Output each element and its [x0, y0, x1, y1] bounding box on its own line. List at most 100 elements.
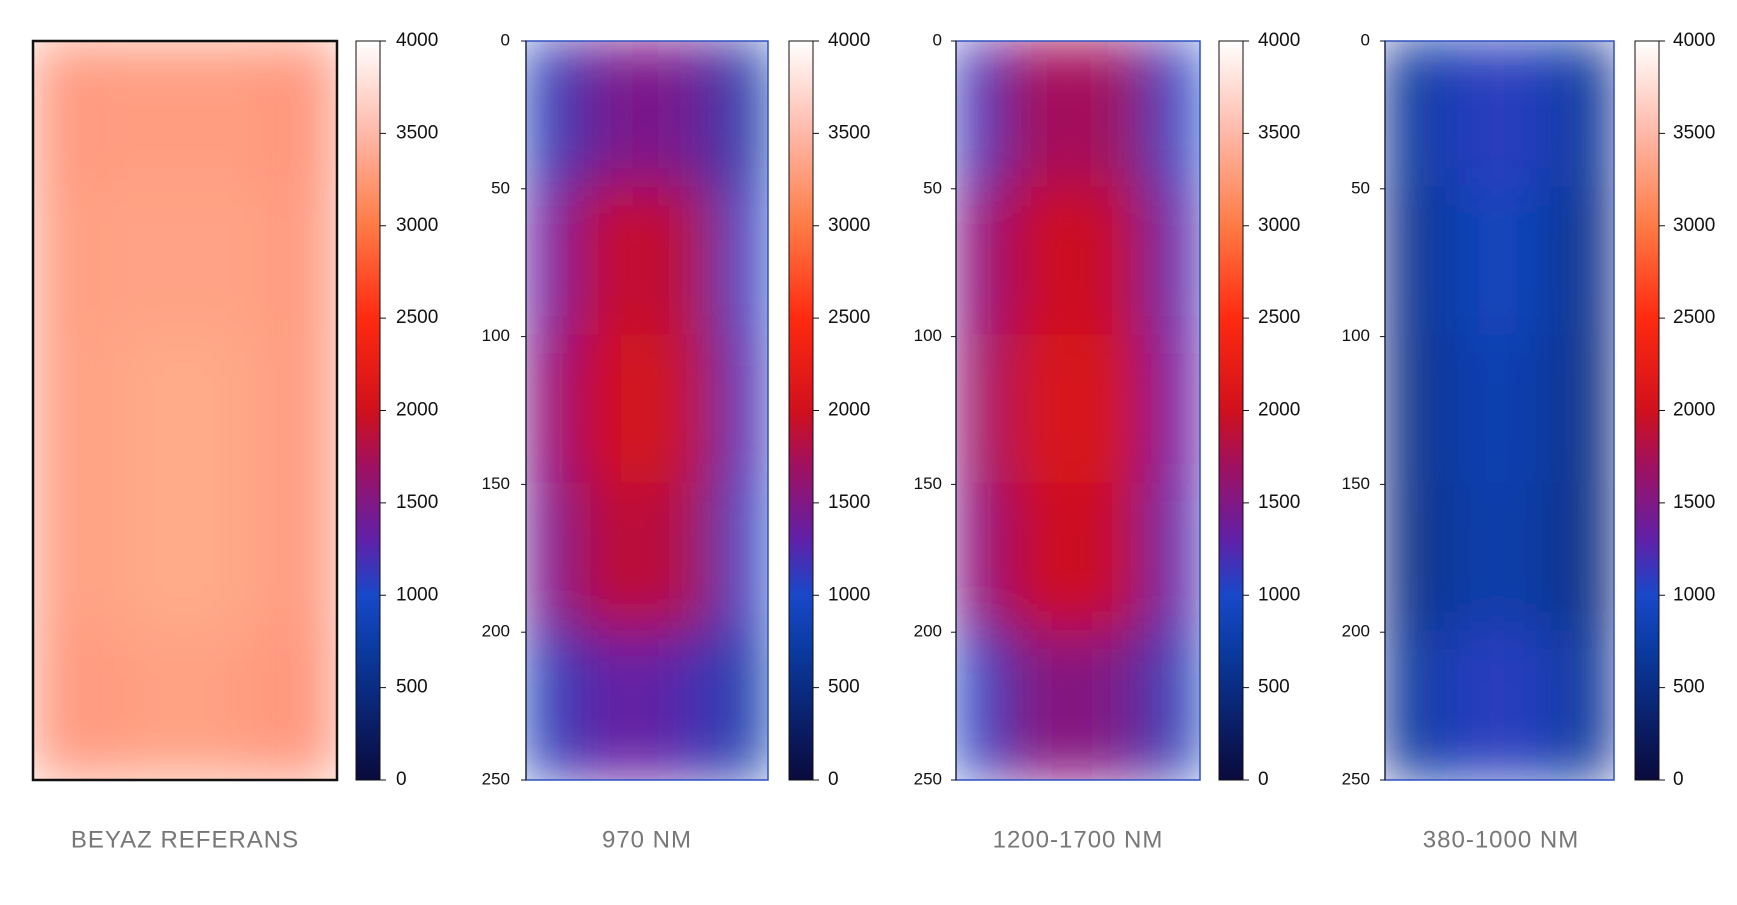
cell: [1566, 630, 1614, 780]
y-tick-label: 0: [1361, 30, 1370, 49]
colorbar-tick-label: 500: [1673, 677, 1705, 698]
y-tick-label: 100: [914, 326, 942, 345]
cell: [1051, 334, 1105, 487]
cell: [213, 630, 279, 780]
y-tick-label: 250: [914, 769, 942, 788]
colorbar-tick-label: 1500: [396, 492, 438, 513]
cell: [956, 334, 1007, 487]
cell: [717, 482, 768, 635]
colorbar-tick-label: 4000: [1258, 30, 1300, 51]
heatmap-cells: [956, 41, 1200, 780]
panel: 0 500 1000 1500 2000 2500 3000 3500 4000 BEYAZ RE…: [31, 30, 438, 853]
cell: [1100, 482, 1154, 635]
cell: [572, 186, 625, 339]
colorbar-tick-label: 500: [396, 677, 428, 698]
cell: [620, 334, 674, 487]
cell: [526, 482, 577, 635]
cell: [1051, 482, 1105, 635]
cell: [717, 334, 768, 487]
cell: [1520, 482, 1571, 635]
cell: [717, 186, 768, 339]
cell: [1474, 41, 1525, 191]
cell: [33, 630, 96, 780]
cell: [669, 630, 722, 780]
cell: [1385, 334, 1433, 487]
cell: [1002, 334, 1056, 487]
cell: [213, 41, 279, 191]
colorbar-tick-label: 1000: [396, 584, 438, 605]
cell: [956, 482, 1007, 635]
colorbar-tick-label: 2500: [1673, 307, 1715, 328]
colorbar-tick-label: 3000: [828, 215, 870, 236]
y-tick-label: 150: [914, 474, 942, 493]
cell: [1566, 482, 1614, 635]
colorbar-tick-label: 2500: [1258, 307, 1300, 328]
cell: [717, 41, 768, 191]
cell: [1520, 186, 1571, 339]
colorbar-tick-label: 500: [828, 677, 860, 698]
colorbar: [1218, 40, 1244, 781]
y-tick-label: 50: [491, 178, 510, 197]
colorbar-tick-label: 0: [828, 769, 839, 790]
cell: [213, 334, 279, 487]
cell: [1385, 186, 1433, 339]
cell: [91, 41, 157, 191]
colorbar-tick-label: 1500: [1673, 492, 1715, 513]
y-tick-label: 100: [482, 326, 510, 345]
y-tick-label: 250: [1342, 769, 1370, 788]
cell: [620, 630, 674, 780]
colorbar-tick-label: 0: [1673, 769, 1684, 790]
cell: [1520, 334, 1571, 487]
cell: [1051, 186, 1105, 339]
colorbar-tick-label: 3000: [1673, 215, 1715, 236]
cell: [1385, 630, 1433, 780]
cell: [1051, 630, 1105, 780]
cell: [526, 41, 577, 191]
cell: [274, 630, 337, 780]
colorbar-tick-label: 4000: [1673, 30, 1715, 51]
cell: [1100, 630, 1154, 780]
cell: [717, 630, 768, 780]
y-tick-label: 250: [482, 769, 510, 788]
cell: [572, 630, 625, 780]
y-tick-label: 200: [914, 622, 942, 641]
cell: [1520, 41, 1571, 191]
cell: [1002, 630, 1056, 780]
cell: [669, 41, 722, 191]
panel-caption: 970 NM: [602, 826, 692, 853]
cell: [33, 334, 96, 487]
cell: [91, 334, 157, 487]
cell: [1002, 482, 1056, 635]
cell: [1149, 630, 1200, 780]
cell: [572, 482, 625, 635]
cell: [526, 334, 577, 487]
heatmap: [1385, 41, 1614, 780]
cell: [1385, 482, 1433, 635]
cell: [213, 186, 279, 339]
colorbar-tick-label: 1000: [828, 584, 870, 605]
colorbar-tick-label: 1000: [1673, 584, 1715, 605]
y-tick-label: 0: [933, 30, 942, 49]
heatmap: [956, 41, 1200, 780]
cell: [572, 334, 625, 487]
cell: [1051, 41, 1105, 191]
colorbar-tick-label: 1500: [1258, 492, 1300, 513]
colorbar: [1634, 40, 1660, 781]
cell: [669, 334, 722, 487]
panel-caption: 1200-1700 NM: [993, 826, 1164, 853]
colorbar-tick-label: 2500: [396, 307, 438, 328]
colorbar-tick-label: 0: [1258, 769, 1269, 790]
cell: [956, 186, 1007, 339]
y-tick-label: 150: [1342, 474, 1370, 493]
colorbar-tick-label: 2000: [396, 400, 438, 421]
cell: [1566, 186, 1614, 339]
cell: [526, 186, 577, 339]
cell: [152, 630, 218, 780]
panel-caption: BEYAZ REFERANS: [71, 826, 299, 853]
cell: [526, 630, 577, 780]
cell: [33, 482, 96, 635]
y-tick-label: 50: [1351, 178, 1370, 197]
heatmap-cells: [1385, 41, 1614, 780]
